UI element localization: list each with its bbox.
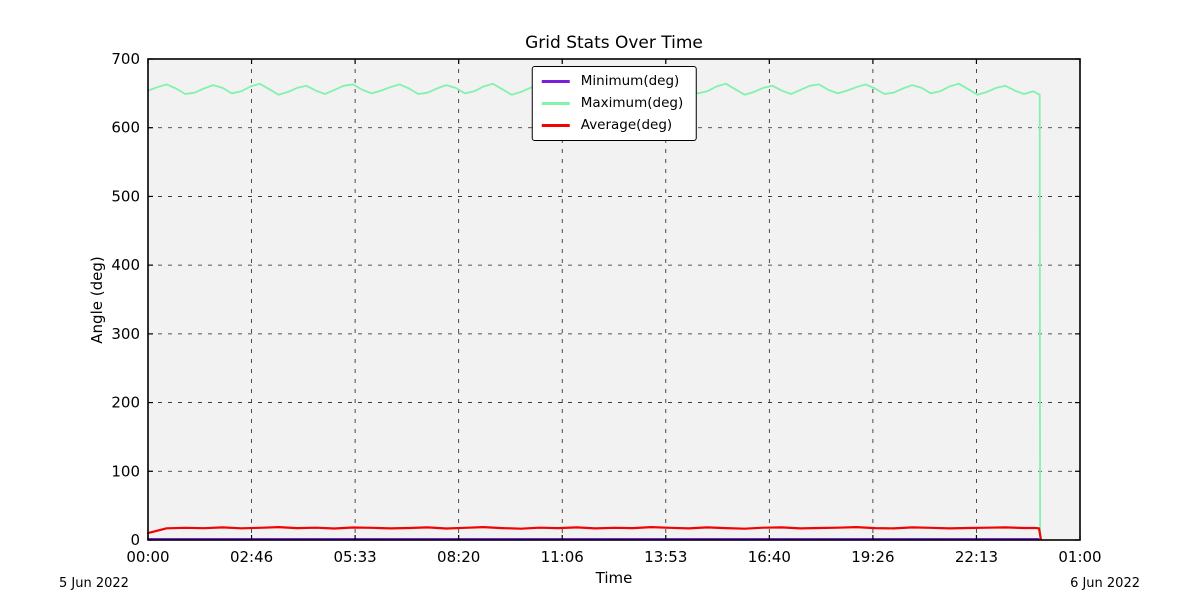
axes-frame — [147, 58, 1081, 541]
x-tick-label: 22:13 — [955, 548, 998, 566]
y-tick-label: 0 — [130, 531, 140, 549]
legend-entry-average: Average(deg) — [541, 116, 684, 134]
chart-title: Grid Stats Over Time — [525, 33, 703, 53]
end-date-label: 6 Jun 2022 — [1070, 576, 1140, 591]
y-tick-label: 700 — [111, 50, 140, 68]
series-line-average-deg- — [146, 525, 1043, 541]
x-tick-label: 01:00 — [1058, 548, 1101, 566]
x-tick-label: 19:26 — [851, 548, 894, 566]
x-tick-label: 08:20 — [437, 548, 480, 566]
x-tick-label: 02:46 — [230, 548, 273, 566]
legend-label-minimum: Minimum(deg) — [580, 73, 680, 89]
y-tick-label: 400 — [111, 256, 140, 274]
legend: Minimum(deg) Maximum(deg) Average(deg) — [531, 66, 697, 141]
y-tick-label: 100 — [111, 462, 140, 480]
legend-entry-maximum: Maximum(deg) — [541, 94, 684, 112]
legend-entry-minimum: Minimum(deg) — [541, 73, 684, 90]
y-tick-label: 600 — [111, 119, 140, 137]
y-tick-label: 300 — [111, 325, 140, 343]
x-tick-label: 05:33 — [333, 548, 376, 566]
y-tick-label: 500 — [111, 187, 140, 205]
legend-label-maximum: Maximum(deg) — [580, 94, 684, 111]
x-tick-label: 16:40 — [748, 548, 791, 566]
x-tick-label: 00:00 — [126, 548, 169, 566]
x-tick-label: 11:06 — [541, 548, 584, 566]
average-line-swatch — [541, 123, 570, 127]
y-tick-label: 200 — [111, 394, 140, 412]
x-axis-label: Time — [595, 569, 633, 587]
x-tick-label: 13:53 — [644, 548, 687, 566]
start-date-label: 5 Jun 2022 — [59, 576, 129, 591]
minimum-line-swatch — [541, 79, 570, 83]
y-axis-label: Angle (deg) — [88, 256, 106, 344]
legend-label-average: Average(deg) — [580, 116, 673, 133]
maximum-line-swatch — [541, 101, 570, 105]
